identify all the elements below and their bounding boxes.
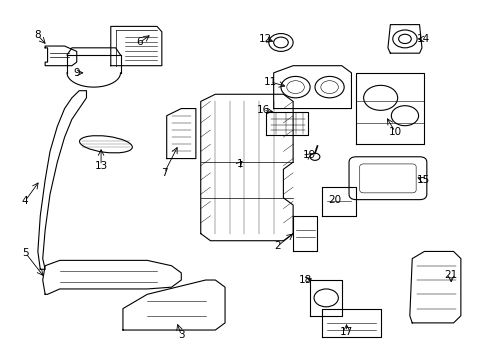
Text: 16: 16: [256, 105, 269, 115]
Text: 20: 20: [327, 195, 340, 204]
Text: 4: 4: [21, 197, 28, 206]
Circle shape: [309, 153, 319, 160]
Text: 3: 3: [178, 330, 184, 341]
Text: 8: 8: [35, 30, 41, 40]
Text: 12: 12: [258, 34, 271, 44]
Text: 10: 10: [388, 127, 401, 137]
Text: 11: 11: [263, 77, 276, 87]
Text: 18: 18: [298, 275, 311, 285]
Text: 5: 5: [22, 248, 29, 258]
Text: 2: 2: [274, 241, 280, 251]
Text: 17: 17: [339, 327, 352, 337]
Text: 19: 19: [302, 150, 315, 160]
Text: 7: 7: [161, 168, 167, 178]
Text: 21: 21: [444, 270, 457, 280]
Text: 6: 6: [136, 37, 143, 48]
Text: 13: 13: [94, 161, 107, 171]
Text: 9: 9: [73, 68, 80, 78]
Text: 14: 14: [416, 34, 429, 44]
Text: 15: 15: [416, 175, 429, 185]
Text: 1: 1: [236, 159, 243, 169]
